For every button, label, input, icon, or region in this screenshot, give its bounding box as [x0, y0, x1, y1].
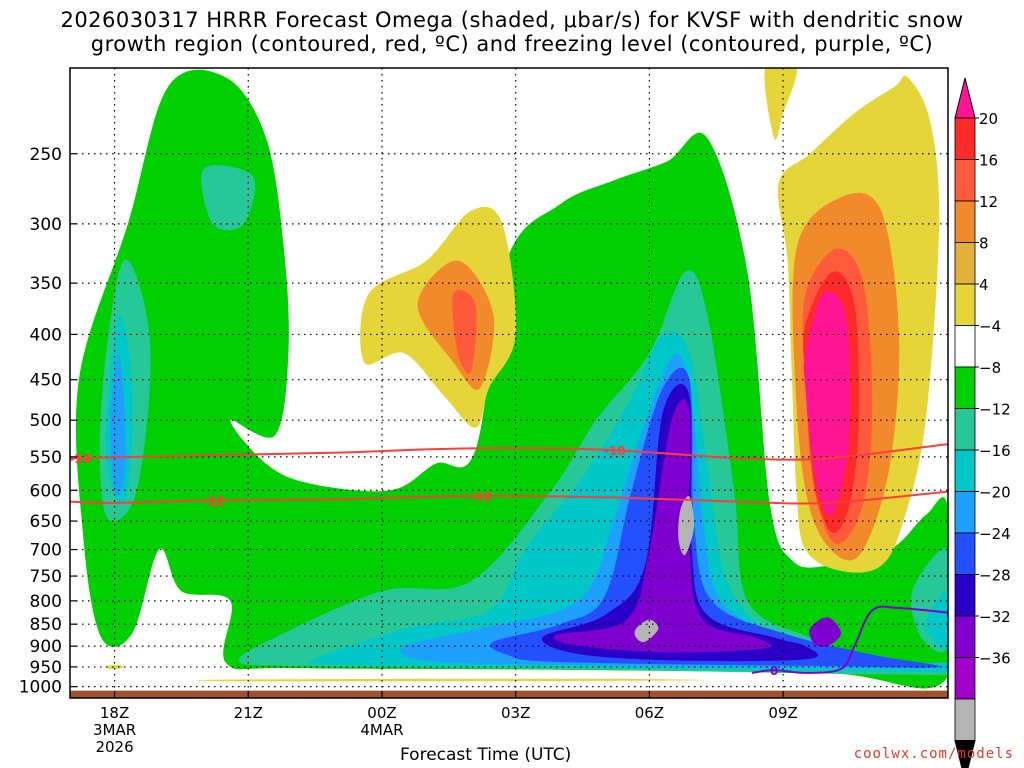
- plot-frame: [69, 67, 949, 699]
- colorbar-swatch-6: [954, 325, 976, 368]
- colorbar-cap-top: [954, 77, 976, 119]
- ground-terrain: [70, 690, 948, 698]
- colorbar-swatch-13: [954, 615, 976, 658]
- y-tick-label-250: 250: [30, 145, 62, 165]
- omega-region-4-3: [195, 678, 705, 682]
- x-tick-label-0-0: 18Z: [100, 704, 129, 722]
- omega-region-neg20-0: [490, 367, 940, 668]
- y-tick-label-700: 700: [30, 541, 62, 561]
- y-tick-label-400: 400: [30, 325, 62, 345]
- temperature-contours: -18 -18 -12 -12 0: [69, 443, 948, 678]
- omega-region-neg32-0: [678, 496, 695, 556]
- y-tick-label-950: 950: [30, 658, 62, 678]
- y-tick-label-450: 450: [30, 371, 62, 391]
- x-tick-label-0-1: 3MAR: [93, 721, 136, 739]
- pressure-axis: 2503003504004505005506006507007508008509…: [19, 145, 77, 698]
- x-tick-label-3-0: 21Z: [234, 704, 263, 722]
- colorbar-cap-bottom: [954, 740, 976, 768]
- omega-region-12-0: [452, 290, 477, 374]
- colorbar-swatch-14: [954, 657, 976, 700]
- colorbar-swatch-12: [954, 574, 976, 617]
- colorbar-label-8: −16: [979, 442, 1011, 460]
- contour-label-0-0: -18: [69, 452, 91, 466]
- colorbar-label-3: 8: [979, 235, 989, 253]
- y-tick-label-1000: 1000: [19, 678, 62, 698]
- omega-region-neg32-1: [634, 619, 659, 643]
- x-tick-label-15-0: 09Z: [768, 704, 797, 722]
- colorbar-label-9: −20: [979, 484, 1011, 502]
- colorbar-swatch-11: [954, 532, 976, 575]
- omega-region-4-2: [764, 68, 797, 140]
- colorbar-swatch-4: [954, 242, 976, 285]
- colorbar-swatch-15: [954, 698, 976, 741]
- omega-shading: [75, 68, 948, 689]
- ground-fill: [70, 690, 948, 698]
- contour-label-1-0: -12: [203, 494, 225, 508]
- x-tick-label-6-0: 00Z: [367, 704, 396, 722]
- colorbar-swatch-5: [954, 283, 976, 326]
- colorbar-label-13: −36: [979, 650, 1011, 668]
- omega-region-neg8-1: [201, 165, 256, 231]
- y-tick-label-550: 550: [30, 448, 62, 468]
- y-tick-label-900: 900: [30, 637, 62, 657]
- chart-title-line-1: 2026030317 HRRR Forecast Omega (shaded, …: [60, 8, 964, 32]
- colorbar-label-7: −12: [979, 401, 1011, 419]
- x-tick-label-12-0: 06Z: [635, 704, 664, 722]
- y-tick-label-650: 650: [30, 512, 62, 532]
- colorbar-label-10: −24: [979, 525, 1011, 543]
- x-tick-label-9-0: 03Z: [501, 704, 530, 722]
- colorbar-swatch-8: [954, 408, 976, 451]
- chart-title-line-2: growth region (contoured, red, ºC) and f…: [90, 32, 934, 56]
- colorbar-swatch-9: [954, 449, 976, 492]
- x-tick-label-6-1: 4MAR: [360, 721, 403, 739]
- contour-label-2-0: 0: [770, 664, 778, 678]
- y-tick-label-500: 500: [30, 411, 62, 431]
- colorbar-label-0: 20: [979, 110, 998, 128]
- colorbar-swatch-3: [954, 200, 976, 243]
- x-tick-label-0-2: 2026: [95, 738, 133, 756]
- contour-line-2: [751, 605, 948, 674]
- colorbar-swatch-1: [954, 117, 976, 160]
- omega-region-4-4: [105, 665, 124, 669]
- colorbar-label-4: 4: [979, 276, 989, 294]
- colorbar-label-12: −32: [979, 608, 1011, 626]
- y-tick-label-850: 850: [30, 615, 62, 635]
- omega-region-neg16-0: [109, 353, 126, 496]
- colorbar-swatch-7: [954, 366, 976, 409]
- colorbar-label-2: 12: [979, 193, 998, 211]
- contour-label-0-1: -18: [604, 444, 626, 458]
- omega-region-neg28-0: [553, 399, 772, 653]
- contour-line-0: [70, 443, 948, 461]
- colorbar-legend: 20 16 12 8 4 −4 −8 −12 −16 −20 −24 −28 −32 −36: [954, 77, 1011, 768]
- colorbar-label-6: −8: [979, 359, 1001, 377]
- colorbar-label-11: −28: [979, 567, 1011, 585]
- colorbar-swatch-10: [954, 491, 976, 534]
- omega-region-neg12-2: [924, 590, 948, 649]
- colorbar-label-1: 16: [979, 152, 998, 170]
- grid-lines: [70, 68, 948, 698]
- colorbar-swatch-2: [954, 159, 976, 202]
- contour-label-1-1: -12: [470, 490, 492, 504]
- y-tick-label-600: 600: [30, 481, 62, 501]
- y-tick-label-800: 800: [30, 592, 62, 612]
- contour-line-1: [70, 490, 948, 505]
- x-axis-title: Forecast Time (UTC): [400, 745, 572, 765]
- colorbar-label-5: −4: [979, 318, 1001, 336]
- site-credit: coolwx.com/models: [853, 746, 1014, 762]
- y-tick-label-750: 750: [30, 567, 62, 587]
- y-tick-label-300: 300: [30, 215, 62, 235]
- y-tick-label-350: 350: [30, 274, 62, 294]
